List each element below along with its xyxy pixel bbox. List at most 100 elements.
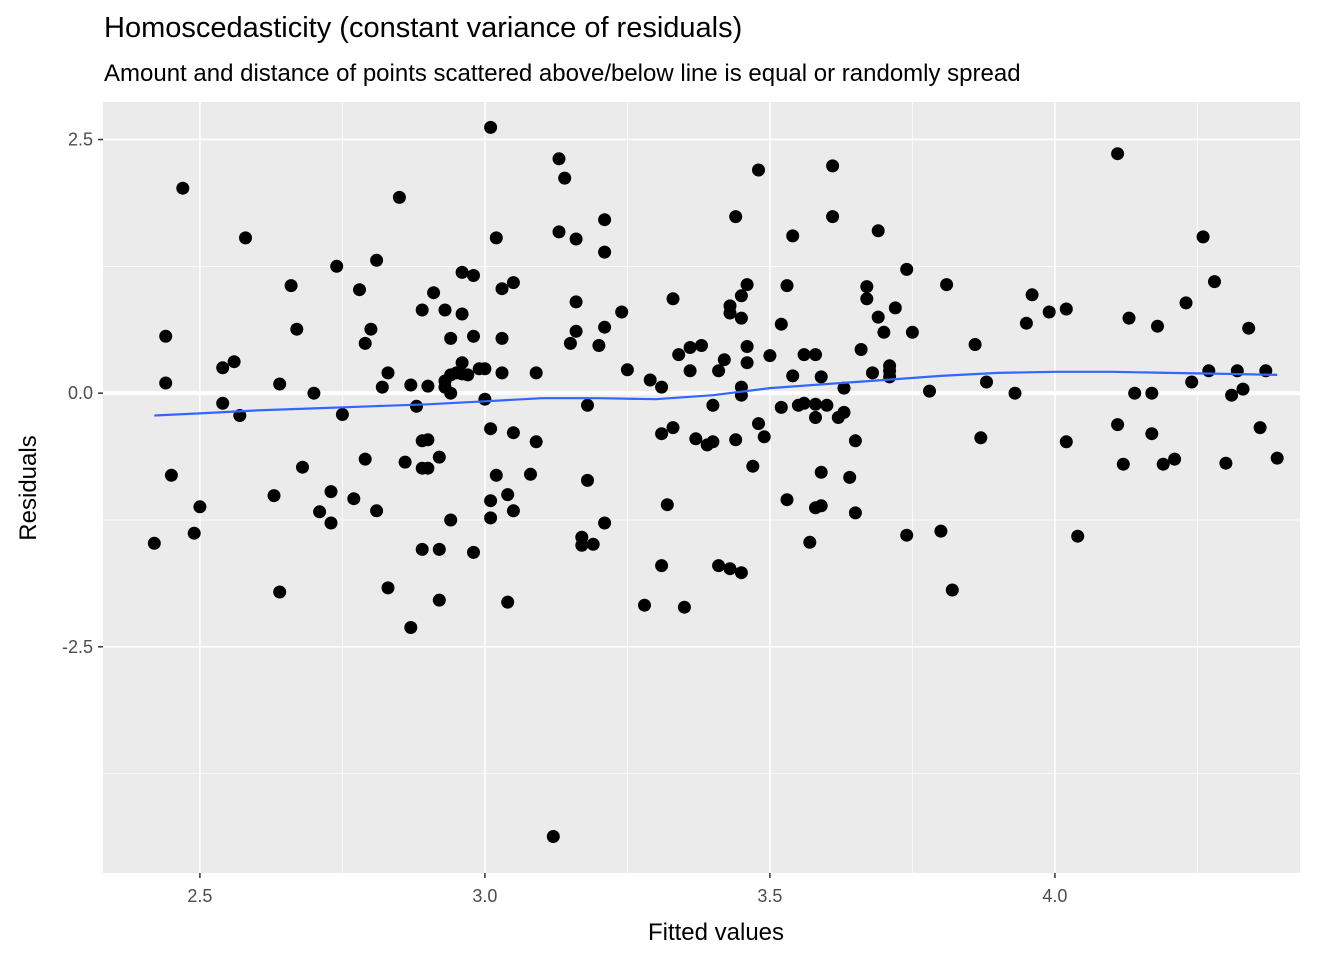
data-point: [740, 278, 754, 292]
data-point: [797, 348, 811, 362]
data-point: [1156, 457, 1170, 471]
data-point: [1111, 418, 1125, 432]
data-point: [193, 500, 207, 514]
x-tick-label: 3.0: [472, 886, 497, 906]
y-axis-title: Residuals: [15, 435, 42, 540]
data-point: [330, 259, 344, 273]
data-point: [820, 398, 834, 412]
data-point: [774, 317, 788, 331]
data-point: [444, 331, 458, 345]
data-point: [729, 433, 743, 447]
y-tick-label: 2.5: [68, 130, 93, 150]
data-point: [871, 310, 885, 324]
data-point: [147, 536, 161, 550]
data-point: [227, 355, 241, 369]
data-point: [421, 461, 435, 475]
data-point: [421, 433, 435, 447]
data-point: [712, 559, 726, 573]
data-point: [848, 506, 862, 520]
data-point: [1059, 302, 1073, 316]
data-point: [598, 213, 612, 227]
data-point: [484, 494, 498, 508]
data-point: [438, 303, 452, 317]
data-point: [358, 452, 372, 466]
smooth-line: [154, 370, 1278, 417]
data-point: [495, 282, 509, 296]
data-point: [404, 378, 418, 392]
x-tick-label: 4.0: [1042, 886, 1067, 906]
x-tick-label: 2.5: [187, 886, 212, 906]
data-point: [1145, 386, 1159, 400]
data-point: [740, 356, 754, 370]
data-point: [797, 396, 811, 410]
data-point: [478, 362, 492, 376]
data-point: [854, 343, 868, 356]
data-point: [1116, 457, 1130, 471]
data-point: [734, 289, 748, 303]
data-point: [1253, 421, 1267, 435]
data-point: [347, 492, 361, 506]
data-point: [524, 467, 537, 481]
data-point: [353, 283, 366, 297]
data-point: [569, 232, 583, 246]
data-point: [495, 331, 509, 345]
data-point: [723, 562, 737, 576]
data-point: [837, 405, 851, 419]
data-point: [734, 566, 748, 580]
data-point: [643, 373, 657, 387]
data-point: [1128, 386, 1142, 400]
data-point: [307, 386, 321, 400]
data-point: [655, 380, 669, 394]
data-point: [187, 526, 201, 540]
data-point: [1208, 275, 1221, 289]
data-point: [159, 329, 173, 343]
smooth-layer: [154, 370, 1278, 417]
data-point: [159, 376, 173, 390]
data-point: [1042, 305, 1056, 319]
data-point: [467, 545, 480, 559]
data-point: [763, 349, 777, 363]
data-point: [273, 585, 287, 599]
data-point: [335, 408, 349, 421]
data-point: [934, 524, 948, 538]
data-point: [809, 348, 822, 362]
data-point: [410, 399, 423, 413]
data-point: [398, 455, 412, 469]
data-point: [381, 366, 395, 380]
data-point: [968, 338, 982, 351]
data-point: [677, 600, 691, 614]
data-point: [358, 336, 372, 350]
data-point: [370, 253, 384, 267]
data-point: [723, 306, 737, 320]
data-point: [712, 364, 726, 378]
data-point: [489, 231, 503, 245]
y-tick-label: 0.0: [68, 383, 93, 403]
data-point: [176, 181, 190, 195]
data-point: [432, 450, 446, 464]
data-point: [421, 379, 435, 393]
data-point: [752, 417, 765, 431]
data-point: [1122, 311, 1136, 325]
data-point: [683, 341, 697, 354]
data-point: [575, 530, 589, 544]
data-point: [877, 325, 891, 339]
data-point: [489, 468, 503, 482]
data-point: [370, 504, 384, 518]
data-point: [427, 286, 441, 300]
data-point: [313, 505, 327, 519]
data-point: [923, 384, 936, 398]
data-point: [563, 336, 577, 350]
data-point: [506, 504, 520, 518]
minor-gridlines: [103, 102, 1300, 873]
data-point: [814, 465, 828, 479]
data-point: [740, 340, 754, 353]
data-point: [461, 368, 475, 382]
data-point: [1236, 382, 1250, 396]
data-point: [655, 427, 669, 441]
data-point: [945, 583, 959, 597]
data-point: [786, 229, 800, 243]
data-point: [267, 489, 281, 503]
data-point: [729, 210, 743, 224]
data-point: [980, 375, 993, 389]
